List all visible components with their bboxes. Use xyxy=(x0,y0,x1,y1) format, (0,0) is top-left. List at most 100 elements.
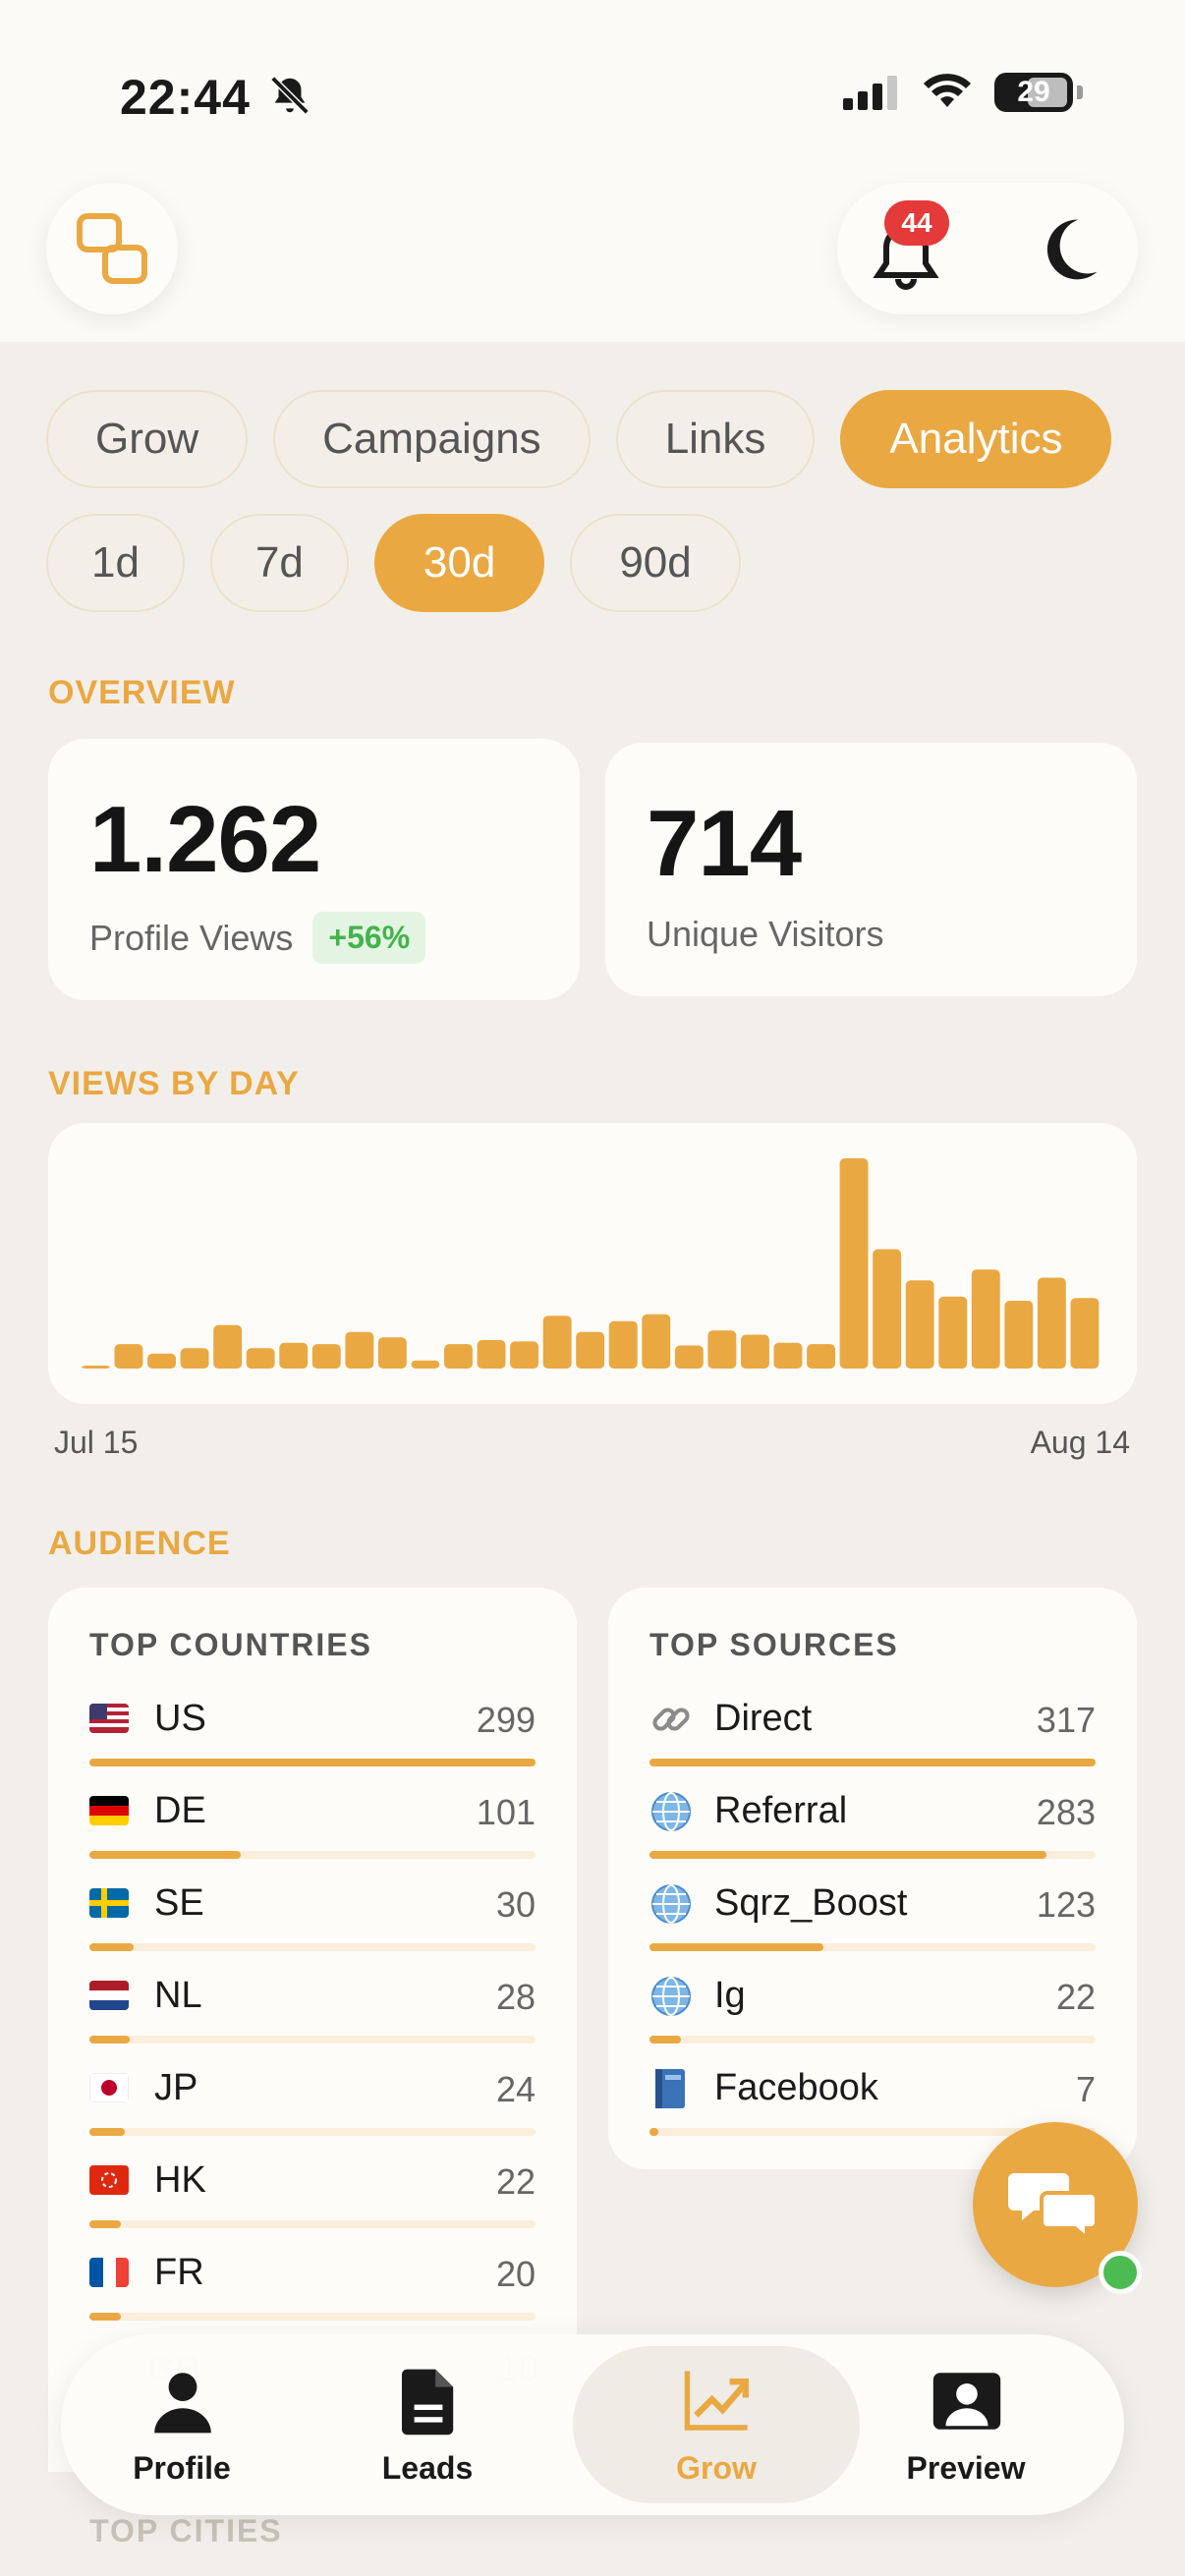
chart-bar xyxy=(1004,1301,1034,1369)
status-icons: 29 xyxy=(843,73,1083,112)
chart-bar xyxy=(741,1334,769,1369)
source-bar-track xyxy=(649,1943,1096,1951)
range-30d[interactable]: 30d xyxy=(373,514,545,612)
country-bar-track xyxy=(89,2036,536,2044)
unique-visitors-count: 714 xyxy=(647,791,802,896)
wifi-icon xyxy=(924,74,971,107)
top-bar: 22:44 29 xyxy=(0,0,1185,342)
source-row: Ig 22 xyxy=(649,1975,1096,2053)
profile-views-label: Profile Views xyxy=(89,917,294,958)
country-bar-fill xyxy=(89,2313,121,2321)
source-bar-track xyxy=(649,1759,1096,1766)
logo-button[interactable] xyxy=(46,183,178,314)
country-code: DE xyxy=(154,1790,206,1831)
chart-bar xyxy=(905,1280,934,1369)
battery-indicator: 29 xyxy=(994,73,1073,112)
bottom-nav: Profile Leads Grow Preview xyxy=(61,2334,1124,2515)
range-90d[interactable]: 90d xyxy=(570,514,741,612)
tab-bar: Grow Campaigns Links Analytics xyxy=(46,390,1112,488)
nav-profile-label: Profile xyxy=(133,2450,231,2486)
country-code: NL xyxy=(154,1975,202,2016)
nav-leads[interactable]: Leads xyxy=(324,2334,531,2515)
flag-icon xyxy=(89,2073,129,2102)
chat-bubbles-icon xyxy=(1008,2173,1099,2243)
country-row: HK 22 xyxy=(89,2159,536,2238)
source-label: Ig xyxy=(714,1975,746,2016)
chart-bar xyxy=(411,1360,440,1369)
overview-heading: OVERVIEW xyxy=(48,674,236,711)
chart-bar xyxy=(1070,1298,1100,1369)
nav-leads-label: Leads xyxy=(381,2450,474,2486)
contact-card-icon xyxy=(932,2373,1001,2430)
document-icon xyxy=(402,2369,454,2436)
country-bar-fill xyxy=(89,2036,130,2044)
chart-bar xyxy=(311,1344,341,1369)
tab-analytics[interactable]: Analytics xyxy=(840,390,1112,488)
book-icon xyxy=(649,2067,693,2110)
flag-icon xyxy=(89,2258,129,2287)
country-bar-fill xyxy=(89,1943,135,1951)
flag-icon xyxy=(89,1796,129,1825)
notification-badge: 44 xyxy=(884,200,949,246)
country-row: DE 101 xyxy=(89,1790,536,1869)
link-icon xyxy=(649,1698,693,1741)
chart-bar xyxy=(510,1341,538,1369)
battery-level: 29 xyxy=(1017,76,1050,108)
source-label: Facebook xyxy=(714,2067,878,2108)
status-time: 22:44 xyxy=(120,70,251,125)
nav-preview[interactable]: Preview xyxy=(863,2334,1069,2515)
top-countries-title: TOP COUNTRIES xyxy=(89,1627,372,1662)
flag-icon xyxy=(89,1981,129,2010)
chart-bar xyxy=(674,1345,704,1369)
country-code: JP xyxy=(154,2067,198,2108)
chart-bar xyxy=(82,1366,110,1369)
source-bar-track xyxy=(649,1851,1096,1859)
country-row: SE 30 xyxy=(89,1882,536,1961)
country-value: 24 xyxy=(495,2069,536,2109)
source-value: 283 xyxy=(1036,1792,1096,1832)
person-icon xyxy=(154,2373,211,2434)
moon-icon[interactable] xyxy=(1030,212,1104,287)
tab-grow[interactable]: Grow xyxy=(46,390,249,488)
chart-bar xyxy=(807,1344,835,1369)
top-sources-title: TOP SOURCES xyxy=(649,1627,899,1662)
country-code: SE xyxy=(154,1882,204,1924)
globe-icon xyxy=(649,1790,693,1833)
country-row: US 299 xyxy=(89,1698,536,1776)
chart-bar xyxy=(246,1348,275,1369)
chart-bar xyxy=(444,1344,473,1369)
source-bar-track xyxy=(649,2036,1096,2044)
profile-views-count: 1.262 xyxy=(89,787,321,892)
country-value: 101 xyxy=(476,1792,536,1832)
source-bar-fill xyxy=(649,1943,824,1951)
nav-grow[interactable]: Grow xyxy=(613,2334,819,2515)
source-value: 7 xyxy=(1075,2069,1096,2109)
flag-icon xyxy=(89,1704,129,1733)
nav-preview-label: Preview xyxy=(906,2450,1026,2486)
globe-icon xyxy=(649,1882,693,1926)
chart-bar xyxy=(971,1269,1000,1369)
source-value: 317 xyxy=(1036,1700,1096,1740)
chart-bar xyxy=(1037,1277,1066,1369)
profile-views-card: 1.262 Profile Views +56% xyxy=(48,739,580,1000)
chart-bar xyxy=(114,1344,143,1369)
unique-visitors-label: Unique Visitors xyxy=(647,914,884,954)
tab-campaigns[interactable]: Campaigns xyxy=(273,390,591,488)
country-bar-fill xyxy=(89,1851,242,1859)
online-status-dot xyxy=(1099,2251,1142,2294)
country-value: 22 xyxy=(495,2161,536,2202)
source-row: Facebook 7 xyxy=(649,2067,1096,2146)
views-chart-card xyxy=(48,1123,1137,1404)
source-value: 22 xyxy=(1055,1977,1096,2017)
nav-profile[interactable]: Profile xyxy=(79,2334,285,2515)
chart-bar xyxy=(180,1348,209,1369)
range-7d[interactable]: 7d xyxy=(209,514,349,612)
country-code: FR xyxy=(154,2252,204,2293)
chart-bar xyxy=(839,1158,869,1369)
source-value: 123 xyxy=(1036,1884,1096,1925)
flag-icon xyxy=(89,2165,129,2195)
unique-visitors-card: 714 Unique Visitors xyxy=(605,743,1137,996)
tab-links[interactable]: Links xyxy=(615,390,816,488)
range-1d[interactable]: 1d xyxy=(46,514,185,612)
country-bar-track xyxy=(89,2220,536,2228)
